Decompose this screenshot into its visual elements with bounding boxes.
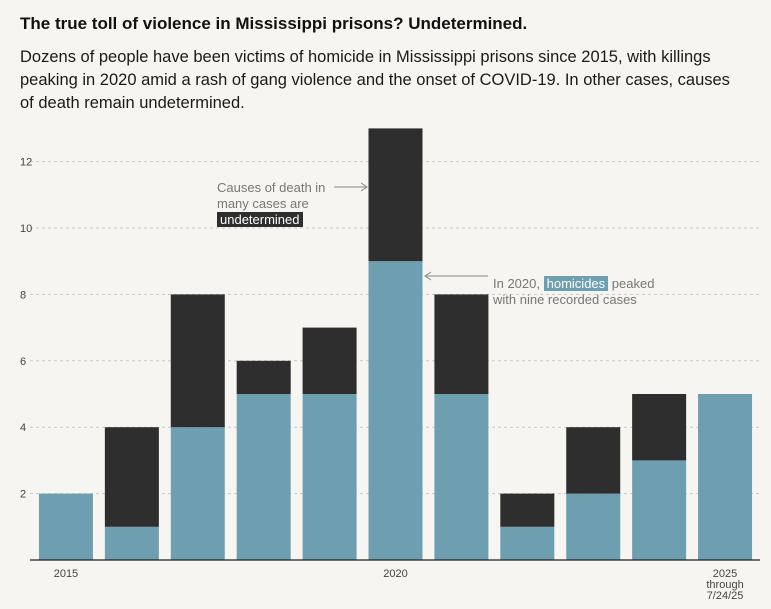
chart-subtitle: Dozens of people have been victims of ho…: [20, 48, 730, 112]
bar-homicide-2016: [104, 526, 159, 560]
bar-homicide-2025: [698, 394, 753, 560]
y-tick-label-4: 4: [20, 422, 26, 434]
bar-undetermined-2023: [566, 427, 621, 494]
arrow-undetermined-head: [360, 182, 368, 192]
bar-homicide-2023: [566, 493, 621, 560]
x-tick-label-2015: 2015: [54, 568, 78, 580]
x-tick-label-2025: 2025: [713, 568, 737, 580]
annotation-undetermined: Causes of death in many cases are undete…: [217, 180, 337, 228]
x-tick-label-2020: 2020: [383, 568, 407, 580]
y-tick-label-12: 12: [20, 157, 32, 169]
bar-homicide-2021: [434, 394, 489, 560]
bars: [38, 128, 753, 560]
bar-homicide-2019: [302, 394, 357, 560]
annotation-undetermined-highlight: undetermined: [217, 212, 303, 227]
x-tick-label-2025-line2: 7/24/25: [707, 590, 744, 602]
y-tick-label-6: 6: [20, 356, 26, 368]
bar-homicide-2017: [170, 427, 225, 560]
y-tick-label-8: 8: [20, 289, 26, 301]
bar-homicide-2024: [632, 460, 687, 560]
annotation-homicides-suffix: peaked with nine recorded cases: [493, 276, 655, 307]
bar-homicide-2022: [500, 526, 555, 560]
bar-homicide-2020: [368, 261, 423, 560]
bar-undetermined-2021: [434, 294, 489, 394]
annotation-homicides-highlight: homicides: [543, 276, 609, 291]
bar-undetermined-2020: [368, 128, 423, 262]
bar-undetermined-2024: [632, 394, 687, 461]
annotation-undetermined-text: Causes of death in many cases are: [217, 180, 326, 211]
bar-undetermined-2018: [236, 360, 291, 394]
bar-undetermined-2017: [170, 294, 225, 428]
bar-homicide-2015: [38, 493, 93, 560]
y-tick-label-2: 2: [20, 489, 26, 501]
annotation-homicides: In 2020, homicides peaked with nine reco…: [493, 276, 663, 308]
bar-undetermined-2019: [302, 327, 357, 394]
arrow-homicides-head: [424, 271, 432, 281]
annotation-homicides-prefix: In 2020,: [493, 276, 540, 291]
bar-undetermined-2022: [500, 493, 555, 527]
chart-title: The true toll of violence in Mississippi…: [20, 14, 528, 33]
bar-undetermined-2016: [104, 427, 159, 527]
gridlines: 2 4 6 8 10 12: [20, 157, 760, 501]
bar-homicide-2018: [236, 394, 291, 560]
y-tick-label-10: 10: [20, 223, 32, 235]
annotation-arrows: [334, 182, 488, 281]
x-tick-label-2025-line1: through: [706, 579, 743, 591]
